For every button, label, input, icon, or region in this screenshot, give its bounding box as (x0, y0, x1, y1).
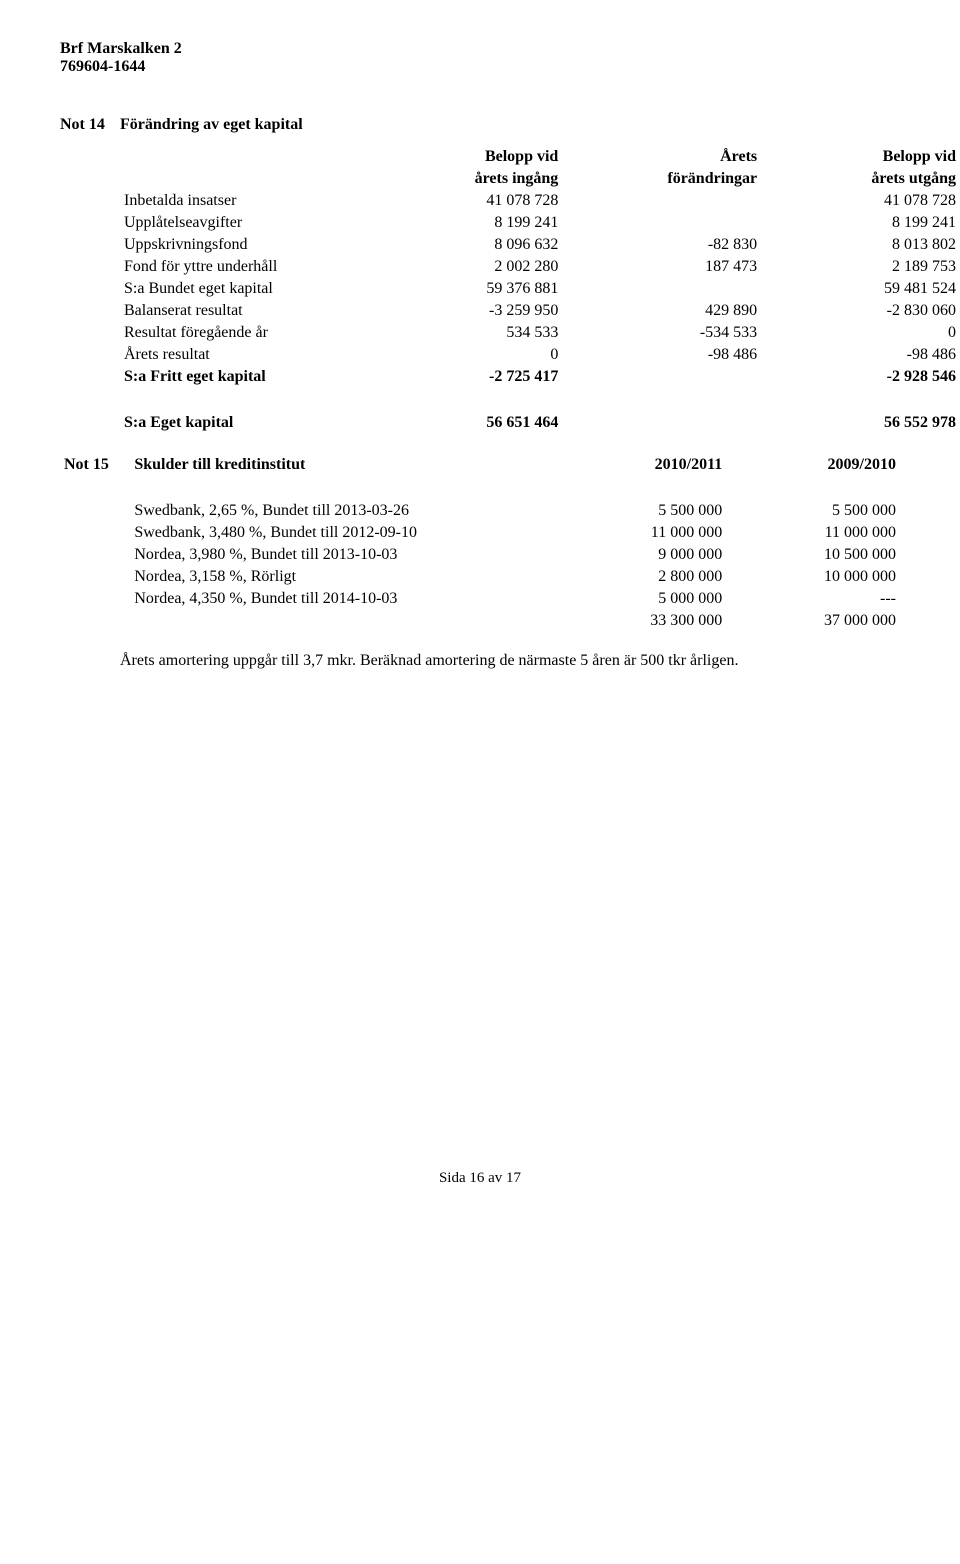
cell: -98 486 (611, 344, 761, 366)
row-label: Nordea, 3,158 %, Rörligt (130, 566, 552, 588)
cell: 8 199 241 (810, 212, 960, 234)
col-head-3b: årets utgång (810, 168, 960, 190)
cell: 187 473 (611, 256, 761, 278)
note14-table: Belopp vid Årets Belopp vid årets ingång… (120, 146, 960, 434)
cell: -3 259 950 (412, 300, 562, 322)
cell: 9 000 000 (552, 544, 726, 566)
col-head-2b: förändringar (611, 168, 761, 190)
cell: 2 002 280 (412, 256, 562, 278)
cell: -2 725 417 (412, 366, 562, 388)
cell: 8 199 241 (412, 212, 562, 234)
cell: 41 078 728 (810, 190, 960, 212)
row-label: Inbetalda insatser (120, 190, 412, 212)
row-label: Årets resultat (120, 344, 412, 366)
cell: -534 533 (611, 322, 761, 344)
cell: -2 928 546 (810, 366, 960, 388)
page-footer: Sida 16 av 17 (60, 1170, 900, 1187)
note15-table: Not 15 Skulder till kreditinstitut 2010/… (60, 454, 900, 632)
cell: --- (726, 588, 900, 610)
cell: 59 376 881 (412, 278, 562, 300)
cell: 59 481 524 (810, 278, 960, 300)
cell: 5 500 000 (552, 500, 726, 522)
cell (611, 278, 761, 300)
col-head-3a: Belopp vid (810, 146, 960, 168)
row-label: Resultat föregående år (120, 322, 412, 344)
row-label: S:a Bundet eget kapital (120, 278, 412, 300)
row-label: Nordea, 4,350 %, Bundet till 2014-10-03 (130, 588, 552, 610)
cell: 0 (412, 344, 562, 366)
cell: 10 500 000 (726, 544, 900, 566)
cell: 429 890 (611, 300, 761, 322)
row-label: Uppskrivningsfond (120, 234, 412, 256)
note15-head-1: 2010/2011 (552, 454, 726, 476)
cell (611, 212, 761, 234)
cell: 5 000 000 (552, 588, 726, 610)
cell: 534 533 (412, 322, 562, 344)
col-head-1b: årets ingång (412, 168, 562, 190)
col-head-2a: Årets (611, 146, 761, 168)
cell: 11 000 000 (552, 522, 726, 544)
col-head-1a: Belopp vid (412, 146, 562, 168)
total-cell: 56 552 978 (810, 412, 960, 434)
note15-title: Skulder till kreditinstitut (130, 454, 552, 476)
row-label: Nordea, 3,980 %, Bundet till 2013-10-03 (130, 544, 552, 566)
note15-head-2: 2009/2010 (726, 454, 900, 476)
cell (611, 366, 761, 388)
doc-header-orgnr: 769604-1644 (60, 58, 900, 76)
cell: 2 189 753 (810, 256, 960, 278)
cell: 10 000 000 (726, 566, 900, 588)
total-cell: 56 651 464 (412, 412, 562, 434)
cell (611, 190, 761, 212)
row-label: Swedbank, 2,65 %, Bundet till 2013-03-26 (130, 500, 552, 522)
doc-header-title: Brf Marskalken 2 (60, 40, 900, 58)
note14-number: Not 14 (60, 116, 120, 134)
cell: -98 486 (810, 344, 960, 366)
row-label: Fond för yttre underhåll (120, 256, 412, 278)
row-label: Upplåtelseavgifter (120, 212, 412, 234)
cell: 41 078 728 (412, 190, 562, 212)
cell: -2 830 060 (810, 300, 960, 322)
cell: 5 500 000 (726, 500, 900, 522)
cell: 8 096 632 (412, 234, 562, 256)
note14-title: Förändring av eget kapital (120, 116, 303, 134)
total-cell: 37 000 000 (726, 610, 900, 632)
row-label: Swedbank, 3,480 %, Bundet till 2012-09-1… (130, 522, 552, 544)
note15-number: Not 15 (60, 454, 130, 476)
cell: 11 000 000 (726, 522, 900, 544)
total-cell (611, 412, 761, 434)
note15-paragraph: Årets amortering uppgår till 3,7 mkr. Be… (120, 652, 840, 670)
cell: 2 800 000 (552, 566, 726, 588)
cell: 8 013 802 (810, 234, 960, 256)
cell: -82 830 (611, 234, 761, 256)
row-label: Balanserat resultat (120, 300, 412, 322)
row-label: S:a Fritt eget kapital (120, 366, 412, 388)
total-label: S:a Eget kapital (120, 412, 412, 434)
cell: 0 (810, 322, 960, 344)
total-cell: 33 300 000 (552, 610, 726, 632)
